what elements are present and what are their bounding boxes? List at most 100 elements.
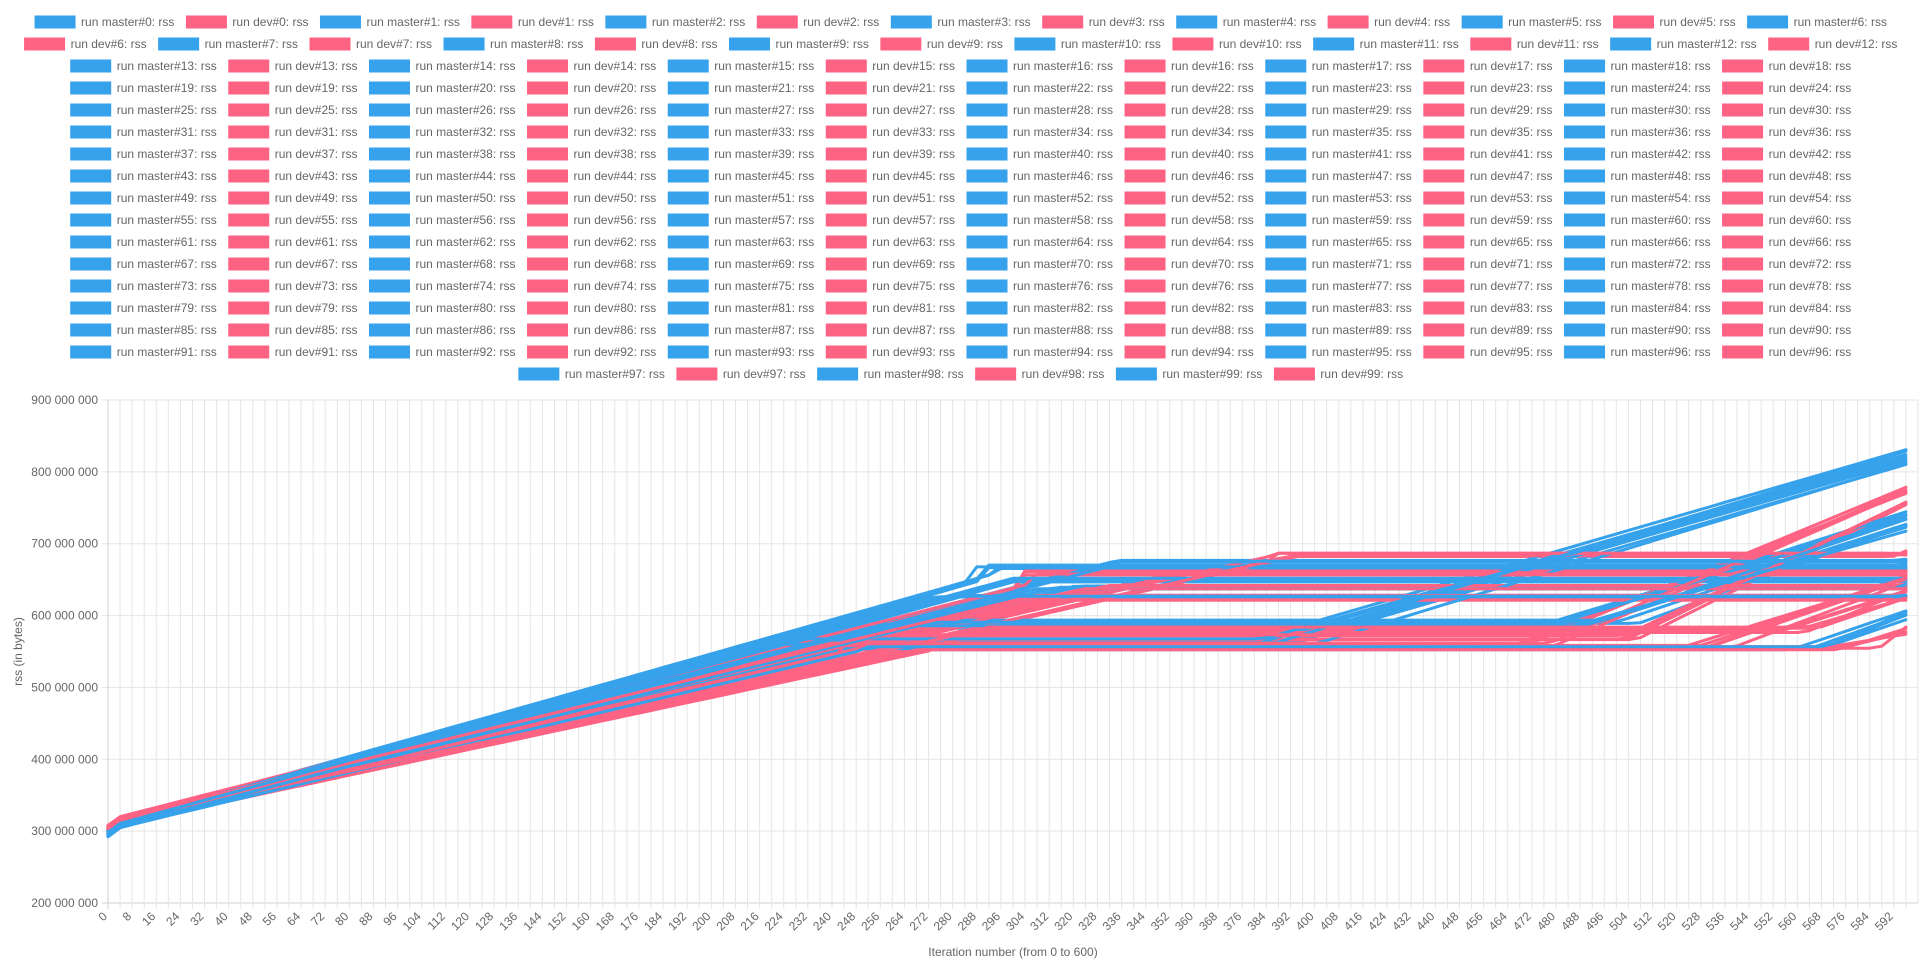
- legend-item[interactable]: run dev#0: rss: [185, 15, 308, 29]
- legend-item[interactable]: run master#98: rss: [817, 367, 964, 381]
- legend-item[interactable]: run dev#4: rss: [1327, 15, 1450, 29]
- legend-item[interactable]: run master#28: rss: [966, 103, 1113, 117]
- legend-item[interactable]: run dev#84: rss: [1722, 301, 1852, 315]
- legend-item[interactable]: run dev#9: rss: [880, 37, 1003, 51]
- legend-item[interactable]: run dev#23: rss: [1423, 81, 1553, 95]
- legend-item[interactable]: run dev#30: rss: [1722, 103, 1852, 117]
- legend-item[interactable]: run dev#45: rss: [825, 169, 955, 183]
- legend-item[interactable]: run master#82: rss: [966, 301, 1113, 315]
- legend-item[interactable]: run master#39: rss: [667, 147, 814, 161]
- legend-item[interactable]: run master#10: rss: [1014, 37, 1161, 51]
- legend-item[interactable]: run master#24: rss: [1564, 81, 1711, 95]
- legend-item[interactable]: run master#45: rss: [667, 169, 814, 183]
- legend-item[interactable]: run dev#59: rss: [1423, 213, 1553, 227]
- legend-item[interactable]: run master#77: rss: [1265, 279, 1412, 293]
- legend-item[interactable]: run master#67: rss: [70, 257, 217, 271]
- legend-item[interactable]: run master#48: rss: [1564, 169, 1711, 183]
- legend-item[interactable]: run master#42: rss: [1564, 147, 1711, 161]
- legend-item[interactable]: run master#8: rss: [443, 37, 583, 51]
- legend-item[interactable]: run master#85: rss: [70, 323, 217, 337]
- legend-item[interactable]: run dev#42: rss: [1722, 147, 1852, 161]
- legend-item[interactable]: run master#17: rss: [1265, 59, 1412, 73]
- legend-item[interactable]: run master#81: rss: [667, 301, 814, 315]
- legend-item[interactable]: run dev#95: rss: [1423, 345, 1553, 359]
- legend-item[interactable]: run dev#62: rss: [527, 235, 657, 249]
- legend-item[interactable]: run master#12: rss: [1610, 37, 1757, 51]
- legend-item[interactable]: run dev#94: rss: [1124, 345, 1254, 359]
- legend-item[interactable]: run master#57: rss: [667, 213, 814, 227]
- legend-item[interactable]: run dev#7: rss: [309, 37, 432, 51]
- legend-item[interactable]: run master#47: rss: [1265, 169, 1412, 183]
- legend-item[interactable]: run dev#33: rss: [825, 125, 955, 139]
- legend-item[interactable]: run dev#54: rss: [1722, 191, 1852, 205]
- legend-item[interactable]: run dev#86: rss: [527, 323, 657, 337]
- legend-item[interactable]: run master#94: rss: [966, 345, 1113, 359]
- legend-item[interactable]: run dev#20: rss: [527, 81, 657, 95]
- legend-item[interactable]: run dev#81: rss: [825, 301, 955, 315]
- legend-item[interactable]: run master#64: rss: [966, 235, 1113, 249]
- legend-item[interactable]: run master#96: rss: [1564, 345, 1711, 359]
- legend-item[interactable]: run master#49: rss: [70, 191, 217, 205]
- legend-item[interactable]: run master#53: rss: [1265, 191, 1412, 205]
- legend-item[interactable]: run master#91: rss: [70, 345, 217, 359]
- legend-item[interactable]: run master#33: rss: [667, 125, 814, 139]
- legend-item[interactable]: run dev#58: rss: [1124, 213, 1254, 227]
- legend-item[interactable]: run dev#35: rss: [1423, 125, 1553, 139]
- legend-item[interactable]: run dev#66: rss: [1722, 235, 1852, 249]
- legend-item[interactable]: run dev#69: rss: [825, 257, 955, 271]
- legend-item[interactable]: run master#61: rss: [70, 235, 217, 249]
- legend-item[interactable]: run dev#18: rss: [1722, 59, 1852, 73]
- legend-item[interactable]: run master#75: rss: [667, 279, 814, 293]
- legend-item[interactable]: run dev#53: rss: [1423, 191, 1553, 205]
- legend-item[interactable]: run master#73: rss: [70, 279, 217, 293]
- legend-item[interactable]: run dev#64: rss: [1124, 235, 1254, 249]
- legend-item[interactable]: run dev#17: rss: [1423, 59, 1553, 73]
- legend-item[interactable]: run master#46: rss: [966, 169, 1113, 183]
- legend-item[interactable]: run dev#22: rss: [1124, 81, 1254, 95]
- legend-item[interactable]: run master#16: rss: [966, 59, 1113, 73]
- legend-item[interactable]: run dev#90: rss: [1722, 323, 1852, 337]
- legend-item[interactable]: run dev#91: rss: [228, 345, 358, 359]
- legend-item[interactable]: run dev#37: rss: [228, 147, 358, 161]
- legend-item[interactable]: run dev#70: rss: [1124, 257, 1254, 271]
- legend-item[interactable]: run dev#43: rss: [228, 169, 358, 183]
- legend-item[interactable]: run master#59: rss: [1265, 213, 1412, 227]
- legend-item[interactable]: run dev#52: rss: [1124, 191, 1254, 205]
- legend-item[interactable]: run master#74: rss: [368, 279, 516, 293]
- legend-item[interactable]: run master#84: rss: [1564, 301, 1711, 315]
- legend-item[interactable]: run dev#65: rss: [1423, 235, 1553, 249]
- legend-item[interactable]: run master#55: rss: [70, 213, 217, 227]
- legend-item[interactable]: run master#7: rss: [158, 37, 298, 51]
- legend-item[interactable]: run master#37: rss: [70, 147, 217, 161]
- legend-item[interactable]: run dev#74: rss: [527, 279, 657, 293]
- legend-item[interactable]: run master#14: rss: [368, 59, 516, 73]
- legend-item[interactable]: run master#52: rss: [966, 191, 1113, 205]
- legend-item[interactable]: run dev#26: rss: [527, 103, 657, 117]
- legend-item[interactable]: run master#36: rss: [1564, 125, 1711, 139]
- legend-item[interactable]: run dev#13: rss: [228, 59, 358, 73]
- legend-item[interactable]: run dev#32: rss: [527, 125, 657, 139]
- legend-item[interactable]: run dev#11: rss: [1470, 37, 1599, 51]
- legend-item[interactable]: run dev#82: rss: [1124, 301, 1254, 315]
- legend-item[interactable]: run dev#3: rss: [1042, 15, 1165, 29]
- legend-item[interactable]: run master#90: rss: [1564, 323, 1711, 337]
- legend-item[interactable]: run master#41: rss: [1265, 147, 1412, 161]
- legend-item[interactable]: run master#40: rss: [966, 147, 1113, 161]
- legend-item[interactable]: run dev#79: rss: [228, 301, 358, 315]
- legend-item[interactable]: run master#4: rss: [1176, 15, 1316, 29]
- legend-item[interactable]: run master#20: rss: [368, 81, 516, 95]
- legend-item[interactable]: run dev#97: rss: [676, 367, 806, 381]
- legend-item[interactable]: run dev#63: rss: [825, 235, 955, 249]
- legend-item[interactable]: run dev#76: rss: [1124, 279, 1254, 293]
- legend-item[interactable]: run dev#75: rss: [825, 279, 955, 293]
- legend-item[interactable]: run dev#19: rss: [228, 81, 358, 95]
- legend-item[interactable]: run master#60: rss: [1564, 213, 1711, 227]
- legend-item[interactable]: run master#70: rss: [966, 257, 1113, 271]
- legend-item[interactable]: run master#5: rss: [1461, 15, 1602, 29]
- legend-item[interactable]: run master#22: rss: [966, 81, 1113, 95]
- legend-item[interactable]: run master#95: rss: [1265, 345, 1412, 359]
- legend-item[interactable]: run master#88: rss: [966, 323, 1113, 337]
- legend-item[interactable]: run dev#92: rss: [527, 345, 657, 359]
- legend-item[interactable]: run dev#27: rss: [825, 103, 955, 117]
- legend-item[interactable]: run master#56: rss: [368, 213, 516, 227]
